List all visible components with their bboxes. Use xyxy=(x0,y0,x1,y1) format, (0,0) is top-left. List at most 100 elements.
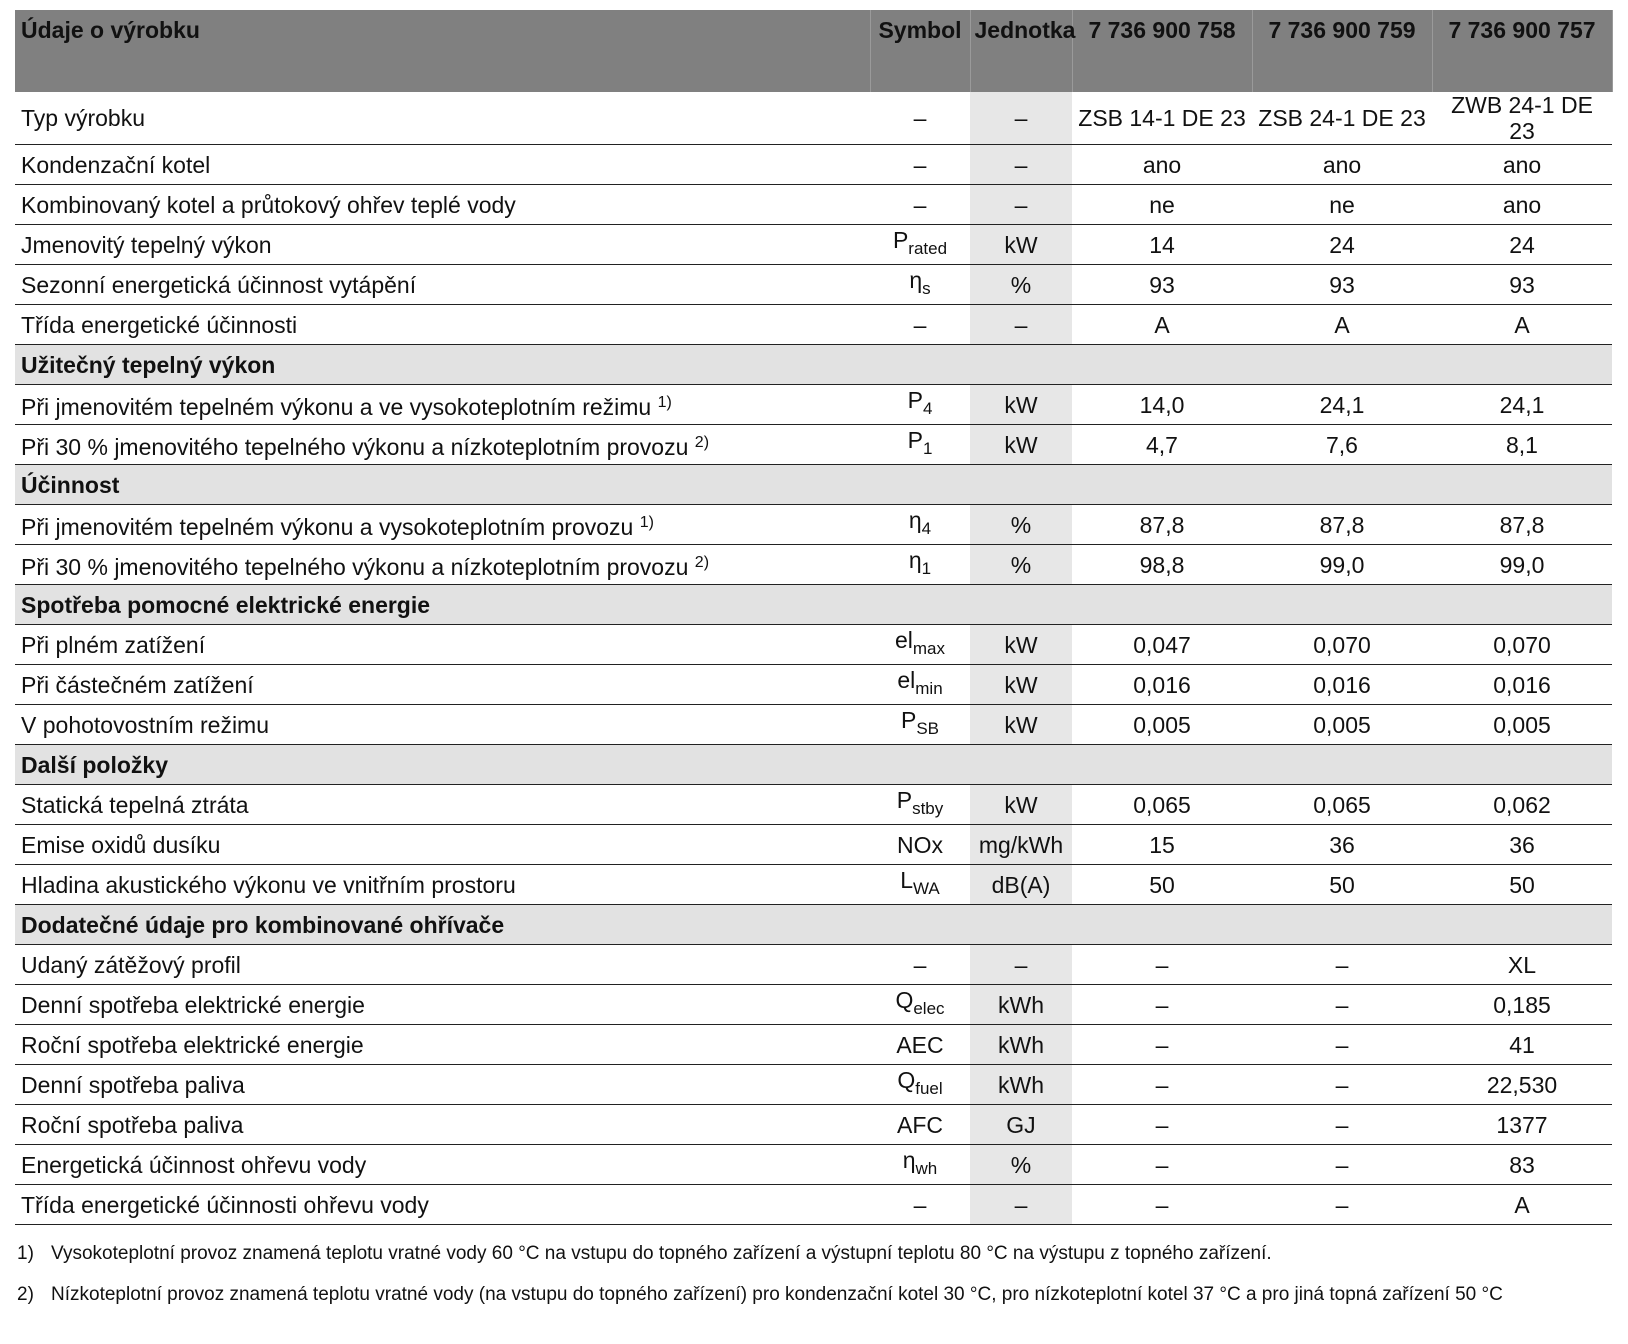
label-text: Denní spotřeba elektrické energie xyxy=(21,991,365,1018)
label-text: Kombinovaný kotel a průtokový ohřev tepl… xyxy=(21,191,516,218)
row-label: Denní spotřeba elektrické energie xyxy=(15,984,870,1025)
data-row: Denní spotřeba paliva Qfuel kWh – –22,530 xyxy=(15,1064,1612,1105)
symbol: – xyxy=(870,944,970,985)
row-label: Při 30 % jmenovitého tepelného výkonu a … xyxy=(15,544,870,585)
row-label: Při jmenovitém tepelném výkonu a vysokot… xyxy=(15,504,870,545)
symbol: elmax xyxy=(870,624,970,665)
footnote: 2) Nízkoteplotní provoz znamená teplotu v… xyxy=(15,1274,1612,1315)
row-label: V pohotovostním režimu xyxy=(15,704,870,745)
unit: – xyxy=(970,304,1072,345)
symbol-base: η xyxy=(902,1147,916,1173)
symbol-sub: min xyxy=(915,679,943,698)
unit: dB(A) xyxy=(970,864,1072,905)
data-row: Třída energetické účinnosti ohřevu vody –… xyxy=(15,1184,1612,1225)
value: 0,062 xyxy=(1432,784,1612,825)
value: 87,8 xyxy=(1432,504,1612,545)
unit: – xyxy=(970,944,1072,985)
row-label: Jmenovitý tepelný výkon xyxy=(15,224,870,265)
value: 0,016 xyxy=(1252,664,1432,705)
symbol-text: AEC xyxy=(896,1031,944,1058)
row-label: Statická tepelná ztráta xyxy=(15,784,870,825)
value: 8,1 xyxy=(1432,424,1612,465)
section-title: Užitečný tepelný výkon xyxy=(15,344,1612,385)
value: – xyxy=(1072,1064,1252,1105)
symbol: PSB xyxy=(870,704,970,745)
row-label: Energetická účinnost ohřevu vody xyxy=(15,1144,870,1185)
symbol-text: – xyxy=(913,951,927,978)
symbol-base: P xyxy=(907,387,923,413)
value: A xyxy=(1072,304,1252,345)
row-label: Třída energetické účinnosti ohřevu vody xyxy=(15,1184,870,1225)
symbol-base: η xyxy=(908,507,922,533)
footnote-marker: 1) xyxy=(17,1243,34,1264)
row-label: Kondenzační kotel xyxy=(15,144,870,185)
data-row: Při jmenovitém tepelném výkonu a ve vyso… xyxy=(15,384,1612,425)
row-label: Při plném zatížení xyxy=(15,624,870,665)
symbol: ηwh xyxy=(870,1144,970,1185)
data-row: Roční spotřeba elektrické energie AEC kWh –… xyxy=(15,1024,1612,1065)
value: ZSB 14-1 DE 23 xyxy=(1072,92,1252,145)
value: ZWB 24-1 DE 23 xyxy=(1432,92,1612,145)
symbol-text: AFC xyxy=(897,1111,943,1138)
value: – xyxy=(1072,984,1252,1025)
unit: kWh xyxy=(970,1024,1072,1065)
data-row: Při plném zatížení elmax kW 0,047 0,070 0,070 xyxy=(15,624,1612,665)
row-label: Roční spotřeba elektrické energie xyxy=(15,1024,870,1065)
unit: – xyxy=(970,92,1072,145)
header-row: Údaje o výrobku Symbol Jednotka 7 736 900 7… xyxy=(15,10,1613,92)
unit: – xyxy=(970,144,1072,185)
value: 0,016 xyxy=(1072,664,1252,705)
value: ano xyxy=(1252,144,1432,185)
value: 41 xyxy=(1432,1024,1612,1065)
label-text: V pohotovostním režimu xyxy=(21,711,270,738)
value: 98,8 xyxy=(1072,544,1252,585)
data-row: Kondenzační kotel – – ano ano ano xyxy=(15,144,1612,185)
section-title: Dodatečné údaje pro kombinované ohřívače xyxy=(15,904,1612,945)
symbol: – xyxy=(870,92,970,145)
header-cell: Symbol xyxy=(870,10,971,92)
value: 22,530 xyxy=(1432,1064,1612,1105)
value: 14,0 xyxy=(1072,384,1252,425)
value: ano xyxy=(1072,144,1252,185)
symbol: AFC xyxy=(870,1104,970,1145)
row-label: Třída energetické účinnosti xyxy=(15,304,870,345)
header-cell: Údaje o výrobku xyxy=(15,10,871,92)
value: – xyxy=(1252,1104,1432,1145)
value: 0,065 xyxy=(1252,784,1432,825)
value: 36 xyxy=(1432,824,1612,865)
row-label: Denní spotřeba paliva xyxy=(15,1064,870,1105)
data-row: Hladina akustického výkonu ve vnitřním p… xyxy=(15,864,1612,905)
symbol-base: P xyxy=(896,787,913,813)
value: ne xyxy=(1252,184,1432,225)
value: – xyxy=(1072,1184,1252,1225)
table-body: Typ výrobku – – ZSB 14-1 DE 23 ZSB 24-1 DE 2… xyxy=(15,92,1612,1225)
value: 87,8 xyxy=(1252,504,1432,545)
symbol-base: η xyxy=(908,547,922,573)
symbol-base: η xyxy=(909,267,923,293)
data-row: Při 30 % jmenovitého tepelného výkonu a … xyxy=(15,424,1612,465)
unit: GJ xyxy=(970,1104,1072,1145)
value: 93 xyxy=(1252,264,1432,305)
symbol-sub: wh xyxy=(915,1159,938,1178)
data-row: Při 30 % jmenovitého tepelného výkonu a … xyxy=(15,544,1612,585)
unit: mg/kWh xyxy=(970,824,1072,865)
symbol-base: P xyxy=(907,427,923,453)
symbol-text: – xyxy=(913,191,927,218)
value: – xyxy=(1072,944,1252,985)
symbol-sub: WA xyxy=(913,879,940,898)
symbol: – xyxy=(870,304,970,345)
symbol: Qelec xyxy=(870,984,970,1025)
value: 0,047 xyxy=(1072,624,1252,665)
header-cell: 7 736 900 759 xyxy=(1252,10,1433,92)
value: 0,005 xyxy=(1432,704,1612,745)
footnote-ref: 2) xyxy=(694,433,710,451)
symbol-base: el xyxy=(894,627,913,653)
label-text: Emise oxidů dusíku xyxy=(21,831,221,858)
label-text: Udaný zátěžový profil xyxy=(21,951,241,978)
footnote-marker: 2) xyxy=(17,1284,34,1305)
data-row: Třída energetické účinnosti – – A A A xyxy=(15,304,1612,345)
value: 24,1 xyxy=(1252,384,1432,425)
value: – xyxy=(1252,944,1432,985)
header-cell: Jednotka xyxy=(970,10,1075,92)
